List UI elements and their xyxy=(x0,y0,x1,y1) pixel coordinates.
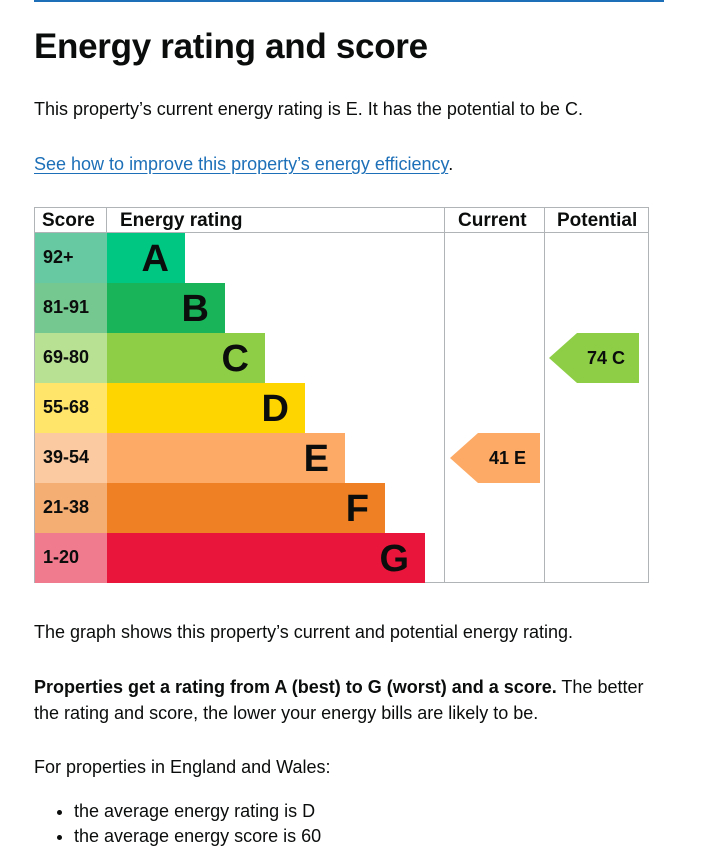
link-suffix: . xyxy=(448,154,454,174)
band-bar-d: D xyxy=(107,383,305,433)
band-score-b: 81-91 xyxy=(35,283,107,333)
header-energy-rating: Energy rating xyxy=(120,210,243,231)
band-bar-a: A xyxy=(107,233,185,283)
band-score-g: 1-20 xyxy=(35,533,107,583)
band-bar-e: E xyxy=(107,433,345,483)
band-bar-f: F xyxy=(107,483,385,533)
band-score-a: 92+ xyxy=(35,233,107,283)
average-list: the average energy rating is D the avera… xyxy=(34,799,321,849)
top-border xyxy=(34,0,664,2)
list-item-average-rating: the average energy rating is D xyxy=(74,799,321,824)
column-divider-rating xyxy=(444,208,445,582)
current-rating-arrow: 41 E xyxy=(450,433,540,483)
graph-description: The graph shows this property’s current … xyxy=(34,622,573,642)
header-current: Current xyxy=(458,210,527,231)
page-title: Energy rating and score xyxy=(34,27,428,66)
band-score-e: 39-54 xyxy=(35,433,107,483)
band-score-c: 69-80 xyxy=(35,333,107,383)
potential-rating-arrow: 74 C xyxy=(549,333,639,383)
band-bar-c: C xyxy=(107,333,265,383)
energy-rating-chart: Score Energy rating Current Potential 92… xyxy=(34,207,649,583)
improve-paragraph: See how to improve this property’s energ… xyxy=(34,151,453,177)
list-item-average-score: the average energy score is 60 xyxy=(74,824,321,849)
header-potential: Potential xyxy=(557,210,638,231)
region-intro: For properties in England and Wales: xyxy=(34,757,331,777)
header-score: Score xyxy=(42,210,95,231)
band-score-f: 21-38 xyxy=(35,483,107,533)
band-bar-g: G xyxy=(107,533,425,583)
rating-explanation-rest: The better the rating and score, the low… xyxy=(34,677,644,723)
rating-explanation-bold: Properties get a rating from A (best) to… xyxy=(34,677,557,697)
rating-summary: This property’s current energy rating is… xyxy=(34,99,583,119)
header-divider xyxy=(35,232,648,233)
improve-efficiency-link[interactable]: See how to improve this property’s energ… xyxy=(34,154,449,174)
column-divider-current xyxy=(544,208,545,582)
band-bar-b: B xyxy=(107,283,225,333)
band-score-d: 55-68 xyxy=(35,383,107,433)
rating-explanation: Properties get a rating from A (best) to… xyxy=(34,674,654,726)
